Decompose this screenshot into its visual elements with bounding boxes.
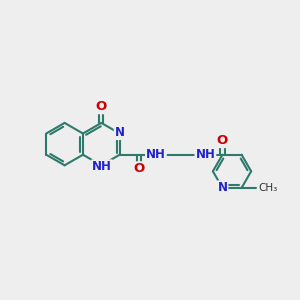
Text: CH₃: CH₃ bbox=[259, 183, 278, 193]
Text: O: O bbox=[217, 134, 228, 147]
Text: O: O bbox=[133, 162, 145, 175]
Text: NH: NH bbox=[146, 148, 166, 161]
Text: NH: NH bbox=[195, 148, 215, 161]
Text: O: O bbox=[96, 100, 107, 113]
Text: NH: NH bbox=[92, 160, 112, 173]
Text: N: N bbox=[218, 182, 227, 194]
Text: N: N bbox=[115, 126, 125, 139]
